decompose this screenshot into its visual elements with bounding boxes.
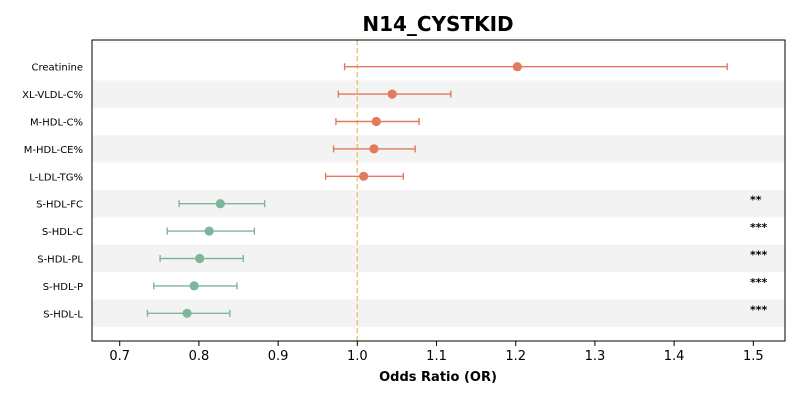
row-label: S-HDL-L (43, 309, 83, 320)
significance-marker: *** (750, 276, 768, 289)
row-label: S-HDL-C (42, 227, 83, 238)
x-tick-label: 0.9 (268, 349, 289, 364)
row-label: M-HDL-C% (30, 118, 83, 129)
estimate-row: L-LDL-TG% (29, 171, 404, 183)
estimate-rows: Creatinine XL-VLDL-C% M-HDL-C% M-HDL-CE% L-L… (22, 62, 768, 320)
significance-marker: *** (750, 221, 768, 234)
row-label: Creatinine (32, 63, 83, 74)
estimate-point (512, 62, 522, 72)
estimate-point (189, 281, 199, 291)
plot-frame (91, 39, 786, 342)
x-tick-label: 1.2 (505, 349, 526, 364)
row-label: L-LDL-TG% (29, 172, 83, 183)
estimate-point (204, 226, 214, 236)
estimate-row: M-HDL-C% (30, 116, 420, 129)
x-tick-label: 0.8 (189, 349, 210, 364)
estimate-row: S-HDL-FC ** (36, 194, 762, 211)
row-label: S-HDL-FC (36, 200, 83, 211)
estimate-row: S-HDL-PL *** (37, 249, 767, 266)
row-label: S-HDL-PL (37, 255, 83, 266)
estimate-row: S-HDL-P *** (43, 276, 768, 293)
x-axis-label: Odds Ratio (OR) (379, 370, 497, 385)
row-label: S-HDL-P (43, 282, 83, 293)
estimate-point (387, 89, 397, 99)
estimate-point (359, 171, 369, 181)
x-axis: 0.7 0.8 0.9 1.0 1.1 1.2 1.3 1.4 1.5 (109, 341, 764, 364)
significance-marker: ** (750, 194, 762, 207)
x-tick-label: 0.7 (109, 349, 130, 364)
row-label: XL-VLDL-C% (22, 90, 83, 101)
x-tick-label: 1.0 (347, 349, 368, 364)
x-tick-label: 1.1 (426, 349, 447, 364)
row-stripe (92, 135, 785, 163)
chart-title: N14_CYSTKID (362, 12, 513, 36)
significance-marker: *** (750, 303, 768, 316)
estimate-point (195, 253, 205, 264)
estimate-row: Creatinine (32, 62, 728, 74)
significance-marker: *** (750, 249, 768, 262)
estimate-row: S-HDL-L *** (43, 303, 767, 320)
x-tick-label: 1.4 (664, 349, 685, 364)
estimate-point (215, 199, 225, 209)
estimate-row: S-HDL-C *** (42, 221, 768, 238)
estimate-point (371, 116, 381, 127)
estimate-row: M-HDL-CE% (24, 144, 416, 156)
row-label: M-HDL-CE% (24, 145, 83, 156)
estimate-row: XL-VLDL-C% (22, 89, 452, 101)
estimate-point (182, 308, 192, 318)
x-tick-label: 1.3 (585, 349, 606, 364)
x-tick-label: 1.5 (743, 349, 764, 364)
estimate-point (369, 144, 379, 154)
